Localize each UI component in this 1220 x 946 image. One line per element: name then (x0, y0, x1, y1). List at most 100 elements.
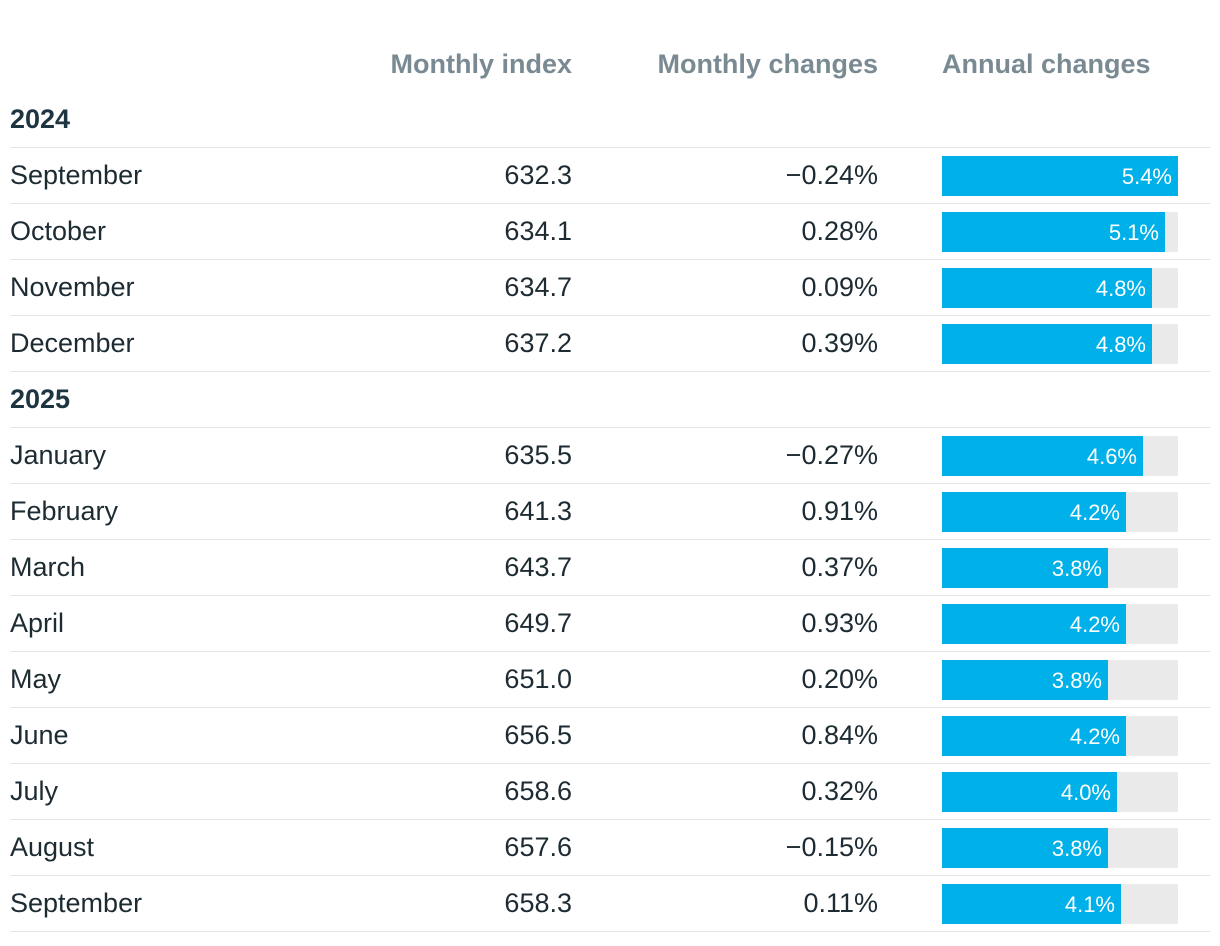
annual-change-bar-track: 4.2% (942, 603, 1178, 644)
table-row: May 651.0 0.20% 3.8% (10, 652, 1210, 708)
table-row: August 657.6 −0.15% 3.8% (10, 820, 1210, 876)
annual-change-label: 4.0% (1060, 779, 1111, 805)
monthly-index-cell: 649.7 (504, 608, 572, 638)
month-cell: September (10, 888, 143, 918)
annual-change-bar: 5.4% (942, 155, 1178, 196)
annual-change-cell: 4.2% (878, 491, 1178, 532)
month-cell: July (10, 776, 59, 806)
annual-change-bar-track: 5.1% (942, 211, 1178, 252)
monthly-index-cell: 658.3 (504, 888, 572, 918)
annual-change-bar-track: 4.8% (942, 267, 1178, 308)
annual-change-bar: 4.2% (942, 715, 1126, 756)
annual-change-label: 4.1% (1064, 891, 1115, 917)
monthly-index-cell: 641.3 (504, 496, 572, 526)
annual-change-cell: 4.1% (878, 883, 1178, 924)
monthly-index-cell: 651.0 (504, 664, 572, 694)
annual-change-cell: 3.8% (878, 827, 1178, 868)
monthly-change-cell: −0.24% (785, 160, 878, 190)
monthly-index-cell: 634.1 (504, 216, 572, 246)
monthly-index-cell: 632.3 (504, 160, 572, 190)
annual-change-bar: 4.6% (942, 435, 1143, 476)
data-table: Monthly index Monthly changes Annual cha… (10, 36, 1210, 932)
monthly-change-cell: 0.09% (801, 272, 878, 302)
monthly-change-cell: −0.15% (785, 832, 878, 862)
table-row: September 632.3 −0.24% 5.4% (10, 148, 1210, 204)
annual-change-bar: 4.8% (942, 267, 1152, 308)
annual-change-cell: 4.2% (878, 715, 1178, 756)
table-header: Monthly index Monthly changes Annual cha… (10, 36, 1210, 92)
table-row: December 637.2 0.39% 4.8% (10, 316, 1210, 372)
table-row: November 634.7 0.09% 4.8% (10, 260, 1210, 316)
annual-change-bar-track: 4.6% (942, 435, 1178, 476)
year-label: 2025 (10, 384, 71, 414)
year-group-header: 2024 (10, 92, 1210, 148)
month-cell: April (10, 608, 65, 638)
monthly-index-cell: 658.6 (504, 776, 572, 806)
annual-change-bar: 4.0% (942, 771, 1117, 812)
monthly-change-cell: 0.91% (801, 496, 878, 526)
header-annual-changes: Annual changes (942, 48, 1151, 79)
annual-change-label: 4.8% (1095, 331, 1146, 357)
table-row: April 649.7 0.93% 4.2% (10, 596, 1210, 652)
header-monthly-index: Monthly index (390, 48, 573, 79)
month-cell: September (10, 160, 143, 190)
monthly-change-cell: 0.32% (801, 776, 878, 806)
monthly-index-cell: 657.6 (504, 832, 572, 862)
annual-change-cell: 4.8% (878, 267, 1178, 308)
monthly-change-cell: 0.37% (801, 552, 878, 582)
monthly-index-cell: 656.5 (504, 720, 572, 750)
header-monthly-changes: Monthly changes (657, 48, 878, 79)
annual-change-bar-track: 4.8% (942, 323, 1178, 364)
annual-change-label: 5.1% (1108, 219, 1159, 245)
annual-change-label: 3.8% (1051, 555, 1102, 581)
table-row: October 634.1 0.28% 5.1% (10, 204, 1210, 260)
annual-change-bar-track: 3.8% (942, 827, 1178, 868)
month-cell: February (10, 496, 119, 526)
year-label: 2024 (10, 104, 71, 134)
annual-change-bar: 5.1% (942, 211, 1165, 252)
annual-change-cell: 4.0% (878, 771, 1178, 812)
annual-change-label: 3.8% (1051, 667, 1102, 693)
month-cell: October (10, 216, 107, 246)
table-body: 2024 September 632.3 −0.24% 5.4% October 634.1… (10, 92, 1210, 932)
month-cell: May (10, 664, 62, 694)
monthly-index-cell: 635.5 (504, 440, 572, 470)
monthly-index-cell: 637.2 (504, 328, 572, 358)
annual-change-cell: 3.8% (878, 659, 1178, 700)
annual-change-bar-track: 4.1% (942, 883, 1178, 924)
annual-change-label: 4.2% (1069, 611, 1120, 637)
monthly-change-cell: 0.93% (801, 608, 878, 638)
month-cell: November (10, 272, 135, 302)
table-row: February 641.3 0.91% 4.2% (10, 484, 1210, 540)
annual-change-cell: 4.6% (878, 435, 1178, 476)
month-cell: June (10, 720, 69, 750)
monthly-change-cell: 0.84% (801, 720, 878, 750)
annual-change-label: 4.2% (1069, 499, 1120, 525)
table-row: March 643.7 0.37% 3.8% (10, 540, 1210, 596)
monthly-index-cell: 634.7 (504, 272, 572, 302)
year-group-header: 2025 (10, 372, 1210, 428)
annual-change-label: 5.4% (1121, 163, 1172, 189)
table-row: September 658.3 0.11% 4.1% (10, 876, 1210, 932)
annual-change-bar: 4.2% (942, 491, 1126, 532)
annual-change-bar-track: 5.4% (942, 155, 1178, 196)
annual-change-bar: 3.8% (942, 547, 1108, 588)
month-cell: January (10, 440, 107, 470)
annual-change-bar-track: 3.8% (942, 547, 1178, 588)
annual-change-cell: 5.4% (878, 155, 1178, 196)
annual-change-bar: 4.2% (942, 603, 1126, 644)
month-cell: December (10, 328, 135, 358)
annual-change-bar: 4.1% (942, 883, 1121, 924)
annual-change-bar-track: 4.2% (942, 491, 1178, 532)
annual-change-cell: 4.8% (878, 323, 1178, 364)
annual-change-bar: 3.8% (942, 827, 1108, 868)
annual-change-label: 3.8% (1051, 835, 1102, 861)
monthly-index-cell: 643.7 (504, 552, 572, 582)
annual-change-cell: 5.1% (878, 211, 1178, 252)
annual-change-cell: 3.8% (878, 547, 1178, 588)
monthly-change-cell: 0.39% (801, 328, 878, 358)
annual-change-bar-track: 3.8% (942, 659, 1178, 700)
monthly-change-cell: 0.20% (801, 664, 878, 694)
month-cell: March (10, 552, 86, 582)
annual-change-bar-track: 4.0% (942, 771, 1178, 812)
